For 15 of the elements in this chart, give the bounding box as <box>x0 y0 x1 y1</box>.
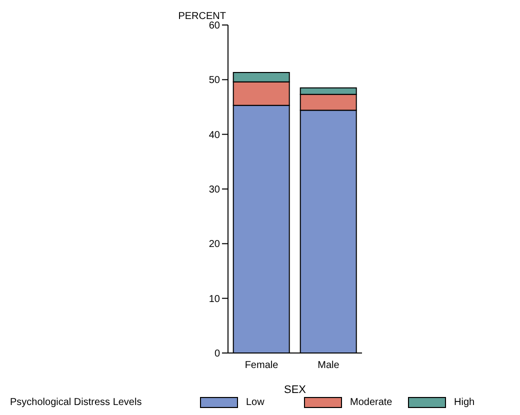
y-tick-label: 30 <box>208 184 220 196</box>
y-tick-label: 10 <box>208 294 220 305</box>
y-tick-label: 60 <box>208 20 220 32</box>
x-axis-title: SEX <box>284 384 307 396</box>
y-tick-label: 40 <box>208 130 220 141</box>
y-tick-label: 0 <box>214 348 220 360</box>
legend-label: Moderate <box>350 397 392 408</box>
legend-title: Psychological Distress Levels <box>9 397 143 408</box>
y-tick-label: 50 <box>208 75 220 86</box>
y-tick-label: 20 <box>208 239 220 250</box>
x-tick-label: Female <box>244 360 279 372</box>
legend-label: Low <box>246 397 264 408</box>
x-tick-label: Male <box>318 360 340 372</box>
y-axis-title: PERCENT <box>178 11 226 22</box>
legend-label: High <box>454 397 475 408</box>
